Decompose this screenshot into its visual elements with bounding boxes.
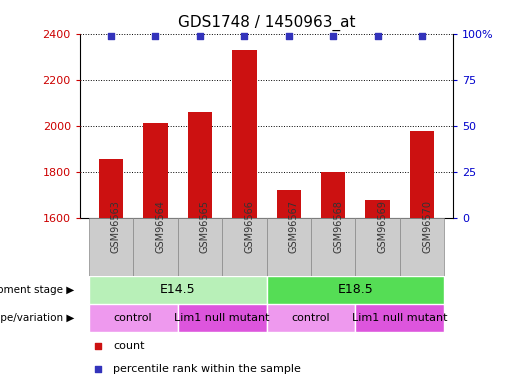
Point: [432, 72, 440, 78]
Bar: [355, 304, 444, 332]
Bar: [277, 190, 301, 217]
Bar: [267, 276, 444, 304]
Bar: [355, 217, 400, 276]
Bar: [143, 123, 167, 218]
Bar: [311, 217, 355, 276]
Point: [432, 278, 440, 284]
Point: [196, 33, 204, 39]
Bar: [410, 131, 434, 218]
Text: percentile rank within the sample: percentile rank within the sample: [113, 364, 301, 374]
Bar: [99, 159, 123, 218]
Text: GSM96565: GSM96565: [200, 200, 210, 253]
Point: [240, 33, 248, 39]
Bar: [267, 217, 311, 276]
Text: Lim1 null mutant: Lim1 null mutant: [352, 313, 448, 323]
Text: control: control: [291, 313, 330, 323]
Text: Lim1 null mutant: Lim1 null mutant: [174, 313, 270, 323]
Text: GSM96563: GSM96563: [111, 200, 121, 253]
Text: GSM96567: GSM96567: [289, 200, 299, 253]
Text: GSM96570: GSM96570: [422, 200, 432, 253]
Bar: [366, 200, 390, 217]
Text: control: control: [114, 313, 152, 323]
Bar: [89, 217, 133, 276]
Bar: [267, 304, 355, 332]
Text: development stage ▶: development stage ▶: [0, 285, 75, 295]
Point: [373, 33, 382, 39]
Text: genotype/variation ▶: genotype/variation ▶: [0, 313, 75, 323]
Text: GSM96566: GSM96566: [244, 200, 254, 253]
Point: [418, 33, 426, 39]
Bar: [89, 276, 267, 304]
Text: GSM96564: GSM96564: [156, 200, 165, 253]
Point: [329, 33, 337, 39]
Point: [151, 33, 160, 39]
Bar: [222, 217, 267, 276]
Bar: [187, 112, 212, 218]
Bar: [133, 217, 178, 276]
Point: [285, 33, 293, 39]
Text: GSM96569: GSM96569: [377, 200, 388, 253]
Bar: [321, 172, 346, 217]
Title: GDS1748 / 1450963_at: GDS1748 / 1450963_at: [178, 15, 355, 31]
Text: GSM96568: GSM96568: [333, 200, 343, 253]
Bar: [232, 50, 256, 217]
Bar: [178, 217, 222, 276]
Text: count: count: [113, 341, 145, 351]
Point: [107, 33, 115, 39]
Bar: [178, 304, 267, 332]
Bar: [400, 217, 444, 276]
Bar: [89, 304, 178, 332]
Text: E18.5: E18.5: [337, 283, 373, 296]
Text: E14.5: E14.5: [160, 283, 195, 296]
